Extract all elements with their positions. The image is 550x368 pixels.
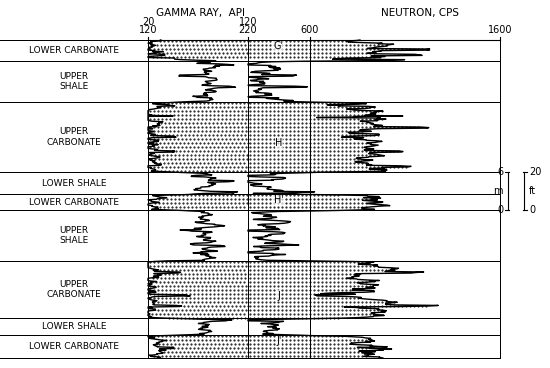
Text: 120: 120 bbox=[139, 25, 157, 35]
Text: 20: 20 bbox=[529, 167, 541, 177]
Text: 1600: 1600 bbox=[488, 25, 512, 35]
Text: ft: ft bbox=[529, 186, 536, 196]
Text: LOWER SHALE: LOWER SHALE bbox=[42, 322, 106, 331]
Text: 0: 0 bbox=[529, 205, 535, 215]
Text: LOWER CARBONATE: LOWER CARBONATE bbox=[29, 46, 119, 55]
Text: 600: 600 bbox=[301, 25, 319, 35]
Text: G': G' bbox=[274, 41, 284, 51]
Text: 6: 6 bbox=[497, 167, 503, 177]
Text: NEUTRON, CPS: NEUTRON, CPS bbox=[381, 8, 459, 18]
Text: UPPER
CARBONATE: UPPER CARBONATE bbox=[47, 280, 101, 299]
Text: LOWER CARBONATE: LOWER CARBONATE bbox=[29, 198, 119, 207]
Text: LOWER CARBONATE: LOWER CARBONATE bbox=[29, 342, 119, 351]
Text: H: H bbox=[276, 138, 283, 148]
Text: UPPER
CARBONATE: UPPER CARBONATE bbox=[47, 127, 101, 147]
Text: J': J' bbox=[276, 336, 282, 346]
Text: UPPER
SHALE: UPPER SHALE bbox=[59, 72, 89, 91]
Text: GAMMA RAY,  API: GAMMA RAY, API bbox=[156, 8, 245, 18]
Text: LOWER SHALE: LOWER SHALE bbox=[42, 178, 106, 188]
Text: 120: 120 bbox=[239, 17, 257, 27]
Text: 20: 20 bbox=[142, 17, 154, 27]
Text: H': H' bbox=[274, 195, 284, 205]
Text: UPPER
SHALE: UPPER SHALE bbox=[59, 226, 89, 245]
Text: 0: 0 bbox=[497, 205, 503, 215]
Text: m: m bbox=[493, 186, 503, 196]
Text: 220: 220 bbox=[239, 25, 257, 35]
Text: J: J bbox=[278, 291, 280, 301]
